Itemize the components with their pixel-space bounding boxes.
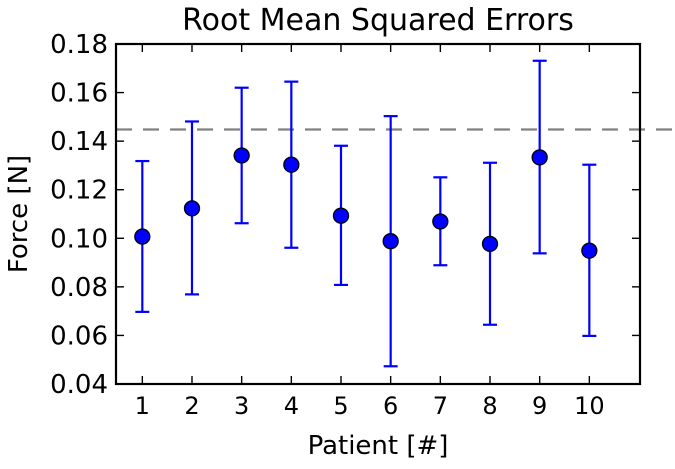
x-tick-label: 8: [482, 392, 497, 420]
data-point-patient-7: [432, 176, 449, 267]
y-tick-label: 0.18: [50, 30, 108, 60]
y-axis-ticks: 0.04 0.06 0.08 0.10 0.12 0.14 0.16 0.18: [50, 30, 640, 400]
x-tick-label: 9: [532, 392, 547, 420]
x-tick-label: 7: [433, 392, 448, 420]
data-point-patient-3: [233, 86, 250, 225]
x-tick-label: 5: [333, 392, 348, 420]
data-marker: [183, 200, 201, 217]
data-point-patient-10: [581, 163, 598, 338]
y-tick-label: 0.08: [50, 273, 108, 303]
data-point-patient-5: [332, 144, 350, 287]
plot-frame: [114, 42, 642, 386]
x-tick-label: 10: [574, 392, 605, 420]
y-axis-label: Force [N]: [4, 155, 34, 273]
data-point-patient-4: [283, 80, 300, 249]
x-tick-label: 3: [234, 392, 249, 420]
data-marker: [332, 207, 350, 224]
errorbar-series: [134, 59, 598, 368]
chart-title: Root Mean Squared Errors: [182, 3, 574, 38]
axes-frame: [114, 42, 642, 386]
data-marker: [531, 149, 548, 166]
y-tick-label: 0.16: [50, 79, 108, 109]
data-marker: [581, 242, 598, 259]
x-tick-label: 4: [284, 392, 299, 420]
y-tick-label: 0.06: [50, 321, 108, 351]
data-marker: [233, 147, 250, 164]
data-marker: [283, 156, 300, 173]
x-tick-label: 1: [135, 392, 150, 420]
data-point-patient-1: [134, 159, 151, 313]
x-tick-label: 2: [184, 392, 199, 420]
data-marker: [382, 233, 399, 250]
x-tick-label: 6: [383, 392, 398, 420]
y-tick-label: 0.14: [50, 127, 108, 157]
data-point-patient-9: [531, 59, 548, 255]
data-marker: [134, 228, 151, 245]
y-tick-label: 0.12: [50, 176, 108, 206]
x-axis-ticks: 1 2 3 4 5 6 7 8 9 10: [135, 44, 605, 420]
data-point-patient-6: [382, 115, 399, 368]
data-marker: [481, 235, 499, 253]
data-point-patient-8: [481, 161, 499, 326]
data-marker: [432, 213, 449, 230]
data-point-patient-2: [183, 120, 201, 296]
y-tick-label: 0.04: [50, 370, 108, 400]
y-tick-label: 0.10: [50, 224, 108, 254]
x-axis-label: Patient [#]: [308, 431, 449, 461]
